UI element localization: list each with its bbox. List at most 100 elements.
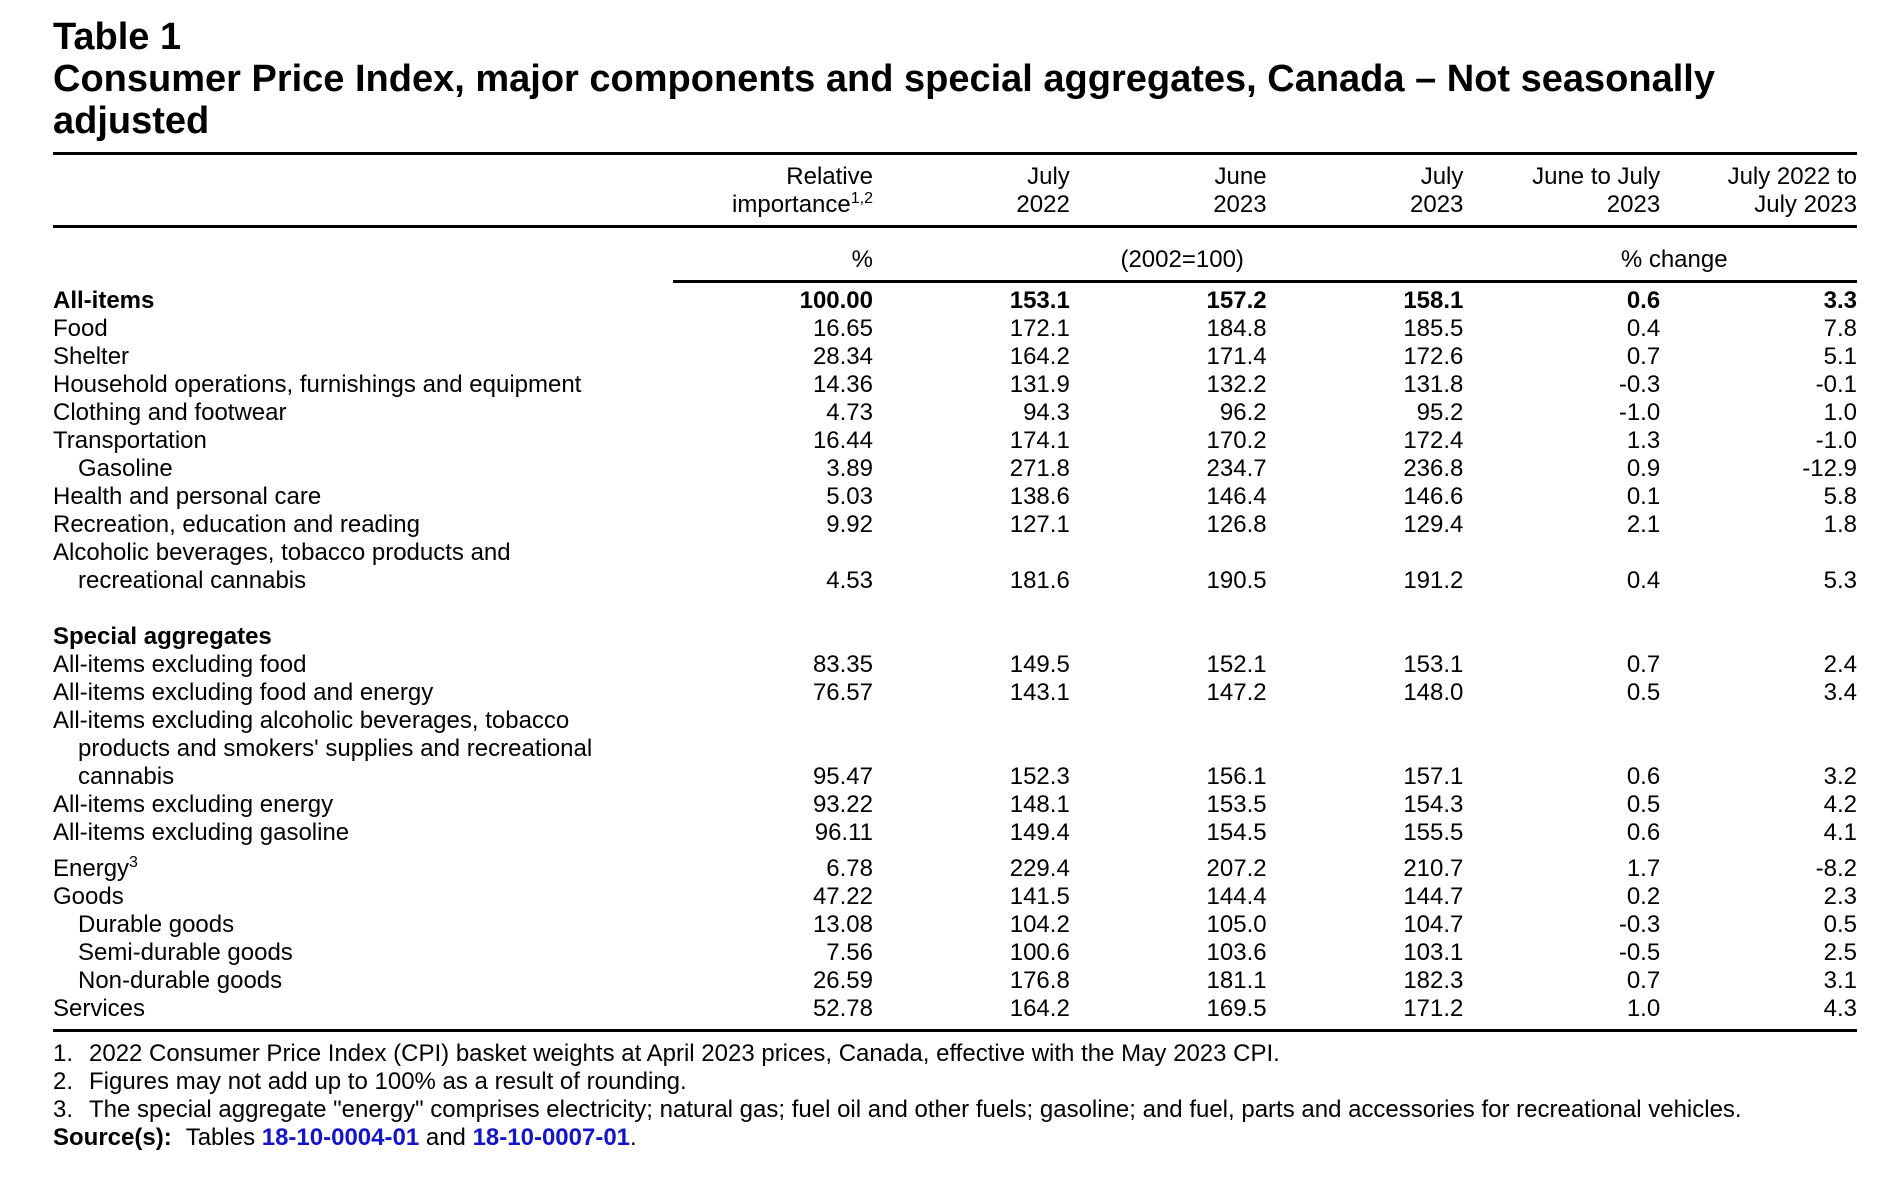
cell-june-2023: 147.2 (1206, 679, 1267, 706)
row-label: Food (53, 315, 108, 342)
special-aggregates-heading-row: Special aggregates (53, 623, 1857, 651)
cell-july-2022: 271.8 (1009, 455, 1070, 482)
table-row: All-items excluding food and energy 76.57… (53, 679, 1857, 707)
table-row: Non-durable goods 26.59 176.8 181.1 182.3 0.7… (53, 967, 1857, 995)
cell-june-2023: 169.5 (1069, 995, 1267, 1032)
cell-relative-importance: 5.03 (826, 483, 873, 510)
cell-july-2022: 164.2 (873, 995, 1070, 1032)
cell-june-to-july-change: 0.6 (1626, 763, 1661, 790)
cell-june-to-july-change: 2.1 (1626, 511, 1661, 538)
cell-july-2022: 172.1 (1009, 315, 1070, 342)
table-row: Transportation 16.44 174.1 170.2 172.4 1.3 -1.… (53, 427, 1857, 455)
cell-july-2023: 158.1 (1403, 287, 1464, 314)
cell-june-to-july-change: 0.4 (1626, 567, 1661, 594)
table-title: Consumer Price Index, major components a… (53, 58, 1715, 142)
cell-june-2023: 144.4 (1206, 883, 1267, 910)
cell-july-2023: 103.1 (1403, 939, 1464, 966)
cell-july-2023: 153.1 (1403, 651, 1464, 678)
footnote-ref-1-2: 1,2 (850, 190, 873, 207)
header-relative-importance: Relative importance1,2 (732, 163, 873, 218)
cell-july-2023: 146.6 (1403, 483, 1464, 510)
cell-july-2022: 153.1 (1009, 287, 1070, 314)
cell-yoy-change: 1.0 (1823, 399, 1857, 426)
cell-relative-importance: 16.65 (812, 315, 873, 342)
row-label: Services (53, 995, 673, 1032)
cell-june-to-july-change: 0.9 (1626, 455, 1661, 482)
cell-yoy-change: 2.5 (1823, 939, 1857, 966)
table-row: Alcoholic beverages, tobacco products an… (53, 539, 1857, 595)
cell-july-2022: 148.1 (1009, 791, 1070, 818)
table-row: All-items excluding food 83.35 149.5 152.1 1… (53, 651, 1857, 679)
cell-june-to-july-change: 0.6 (1626, 287, 1661, 314)
cell-july-2023: 171.2 (1266, 995, 1464, 1032)
cell-july-2023: 172.6 (1403, 343, 1464, 370)
cell-yoy-change: 5.3 (1823, 567, 1857, 594)
cell-july-2022: 94.3 (1023, 399, 1070, 426)
cell-june-2023: 146.4 (1206, 483, 1267, 510)
cell-relative-importance: 6.78 (826, 855, 873, 882)
row-label: Durable goods (78, 911, 235, 938)
header-july-2023: July 2023 (1410, 163, 1464, 218)
cell-yoy-change: 0.5 (1823, 911, 1857, 938)
cell-yoy-change: 4.3 (1660, 995, 1857, 1032)
cell-relative-importance: 52.78 (673, 995, 873, 1032)
table-row: Services 52.78 164.2 169.5 171.2 1.0 4.3 (53, 995, 1857, 1032)
table-row: All-items 100.00 153.1 157.2 158.1 0.6 3.3 (53, 282, 1857, 316)
cell-july-2022: 229.4 (1009, 855, 1070, 882)
cell-june-to-july-change: 0.4 (1626, 315, 1661, 342)
cell-yoy-change: 2.4 (1823, 651, 1857, 678)
cell-july-2022: 164.2 (1009, 343, 1070, 370)
row-label: Goods (53, 883, 124, 910)
cell-relative-importance: 4.53 (826, 567, 873, 594)
cell-relative-importance: 100.00 (799, 287, 873, 314)
cell-june-to-july-change: 1.3 (1626, 427, 1661, 454)
cell-june-to-july-change: 0.7 (1626, 967, 1661, 994)
table-row: Goods 47.22 141.5 144.4 144.7 0.2 2.3 (53, 883, 1857, 911)
row-label: Household operations, furnishings and eq… (53, 371, 582, 398)
table-row: Gasoline 3.89 271.8 234.7 236.8 0.9 -12.9 (53, 455, 1857, 483)
cell-yoy-change: 5.1 (1823, 343, 1857, 370)
section-spacer (53, 595, 1857, 623)
footnote-3: 3. The special aggregate "energy" compris… (53, 1096, 1742, 1123)
source-link-18-10-0004-01[interactable]: 18-10-0004-01 (261, 1124, 420, 1151)
cell-july-2023: 148.0 (1403, 679, 1464, 706)
cell-yoy-change: 3.4 (1823, 679, 1857, 706)
special-aggregates-body: Special aggregates All-items excluding fo… (53, 595, 1857, 1032)
cell-relative-importance: 26.59 (812, 967, 873, 994)
cell-relative-importance: 83.35 (812, 651, 873, 678)
row-label: Health and personal care (53, 483, 322, 510)
source-link-18-10-0007-01[interactable]: 18-10-0007-01 (472, 1124, 631, 1151)
cell-june-2023: 126.8 (1206, 511, 1267, 538)
cell-june-2023: 171.4 (1206, 343, 1267, 370)
cell-june-to-july-change: 0.5 (1626, 679, 1661, 706)
cell-june-to-july-change: 0.7 (1626, 651, 1661, 678)
row-label: All-items excluding energy (53, 791, 334, 818)
cell-june-to-july-change: 1.7 (1626, 855, 1661, 882)
cell-yoy-change: 4.2 (1823, 791, 1857, 818)
table-row: All-items excluding gasoline 96.11 149.4 15… (53, 819, 1857, 847)
header-july-2022: July 2022 (1016, 163, 1070, 218)
cell-july-2023: 185.5 (1403, 315, 1464, 342)
cell-relative-importance: 96.11 (814, 819, 873, 846)
cell-june-2023: 184.8 (1206, 315, 1267, 342)
row-label: Shelter (53, 343, 130, 370)
cell-june-to-july-change: -0.3 (1618, 911, 1661, 938)
table-row: All-items excluding alcoholic beverages,… (53, 707, 1857, 791)
cell-yoy-change: -1.0 (1815, 427, 1857, 454)
cell-july-2022: 104.2 (1009, 911, 1070, 938)
row-label: Alcoholic beverages, tobacco products an… (53, 539, 511, 594)
cell-june-2023: 96.2 (1219, 399, 1267, 426)
cell-relative-importance: 4.73 (826, 399, 873, 426)
cell-july-2022: 131.9 (1009, 371, 1070, 398)
table-row: Energy3 6.78 229.4 207.2 210.7 1.7 -8.2 (53, 847, 1857, 883)
cell-july-2022: 127.1 (1009, 511, 1070, 538)
source-line: Source(s): Tables 18-10-0004-01 and 18-1… (53, 1124, 637, 1151)
row-label: All-items excluding gasoline (53, 819, 350, 846)
cell-july-2022: 149.5 (1009, 651, 1070, 678)
table-row: Household operations, furnishings and eq… (53, 371, 1857, 399)
cell-july-2022: 174.1 (1009, 427, 1070, 454)
footnote-1: 1. 2022 Consumer Price Index (CPI) basket… (53, 1040, 1280, 1067)
row-label: All-items excluding food (53, 651, 307, 678)
cell-june-2023: 170.2 (1206, 427, 1267, 454)
cell-july-2022: 100.6 (1009, 939, 1070, 966)
